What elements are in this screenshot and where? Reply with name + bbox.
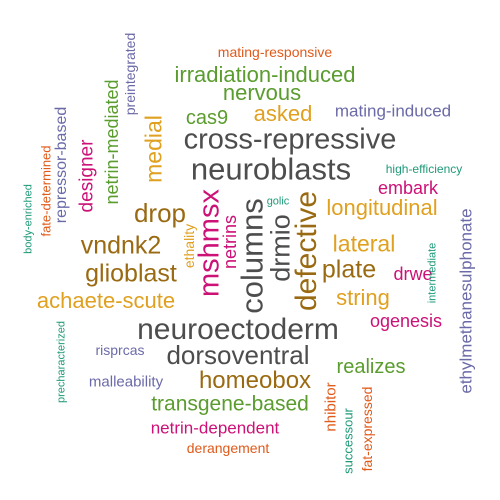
word: ethylmethanesulphonate: [456, 208, 476, 394]
word: vndnk2: [80, 231, 162, 260]
word: realizes: [336, 356, 406, 378]
word: longitudinal: [326, 195, 438, 220]
word: drop: [133, 198, 187, 228]
word: fate-determined: [38, 145, 54, 237]
word: cas9: [185, 107, 229, 129]
word: achaete-scute: [36, 288, 176, 313]
word: asked: [253, 101, 313, 126]
word: glioblast: [85, 259, 177, 288]
word: precharacterized: [55, 321, 68, 403]
word: body-enriched: [22, 184, 35, 254]
word: netrin-mediated: [102, 79, 122, 205]
word: string: [336, 285, 390, 310]
word: nhibitor: [322, 382, 340, 432]
word: homeobox: [198, 367, 312, 394]
word: embark: [377, 178, 439, 198]
word: medial: [140, 115, 167, 183]
word: nervous: [222, 80, 302, 105]
word: neuroectoderm: [137, 313, 339, 346]
word: malleability: [88, 373, 164, 391]
word: netrin-dependent: [150, 418, 280, 438]
word: columns: [234, 198, 270, 314]
word: lateral: [332, 230, 396, 257]
word: intermediate: [426, 242, 439, 304]
word: dorsoventral: [166, 340, 310, 370]
word: designer: [76, 139, 98, 213]
word: neuroblasts: [190, 151, 352, 187]
word: mating-induced: [334, 101, 452, 121]
word: drwe: [393, 264, 433, 284]
word: golic: [266, 195, 290, 208]
word: cross-repressive: [183, 123, 397, 156]
word: plate: [321, 255, 377, 284]
word: derangement: [186, 440, 270, 456]
word: irradiation-induced: [174, 62, 356, 87]
word: fat-expressed: [359, 386, 375, 472]
word: transgene-based: [151, 392, 309, 416]
word: high-efficiency: [385, 162, 463, 176]
word: ogenesis: [369, 311, 443, 331]
word: risprcas: [95, 342, 145, 358]
word: successour: [340, 408, 356, 474]
word: mating-responsive: [217, 44, 333, 60]
word: preintegrated: [122, 32, 138, 116]
word: repressor-based: [53, 106, 70, 224]
word: defective: [290, 190, 323, 312]
